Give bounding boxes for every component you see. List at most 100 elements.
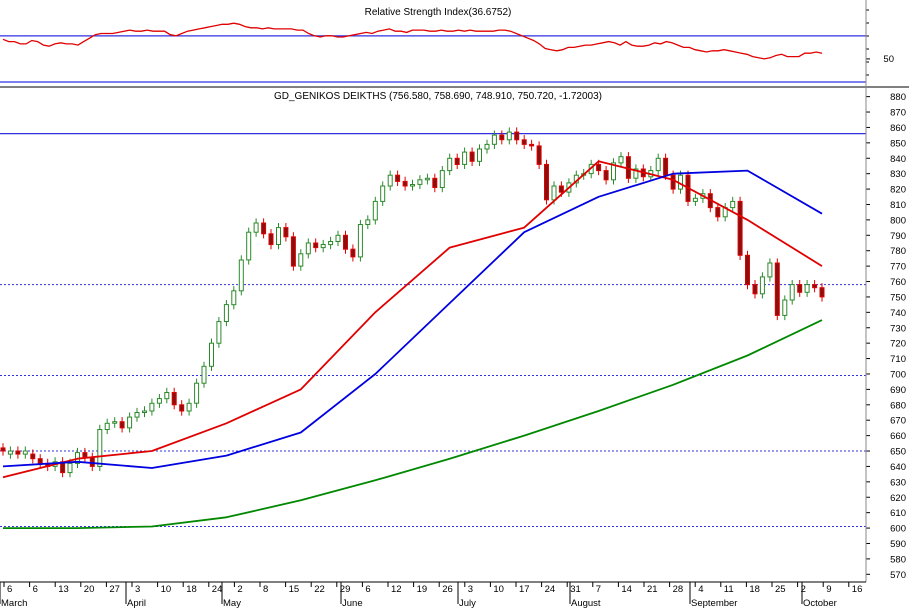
month-label: October xyxy=(803,598,837,609)
candle-body xyxy=(365,219,371,225)
price-tick-label: 670 xyxy=(890,416,906,427)
moving-average-line xyxy=(2,169,823,469)
candle-body xyxy=(819,287,825,298)
price-tick-label: 750 xyxy=(890,292,906,303)
candle-body xyxy=(223,304,229,323)
x-tick-label: 21 xyxy=(647,584,658,595)
candle-body xyxy=(462,151,468,165)
x-tick-label: 7 xyxy=(596,584,601,595)
price-tick-label: 630 xyxy=(890,477,906,488)
price-tick-label: 790 xyxy=(890,231,906,242)
candle-body xyxy=(253,222,259,233)
price-tick-label: 830 xyxy=(890,169,906,180)
x-tick-label: 29 xyxy=(340,584,351,595)
x-tick-label: 14 xyxy=(621,584,632,595)
candle-body xyxy=(499,134,505,141)
candle-body xyxy=(663,157,669,176)
candle-body xyxy=(194,382,200,404)
price-panel: GD_GENIKOS DEIKTHS (756.580, 758.690, 74… xyxy=(0,91,906,609)
price-tick-label: 860 xyxy=(890,123,906,134)
candle-body xyxy=(164,392,170,400)
candle-body xyxy=(797,284,803,293)
moving-average-line xyxy=(2,160,823,479)
x-tick-label: 8 xyxy=(263,584,268,595)
x-tick-label: 3 xyxy=(468,584,473,595)
price-tick-label: 870 xyxy=(890,108,906,119)
month-label: September xyxy=(691,598,737,609)
moving-average-lines xyxy=(2,160,823,529)
candle-body xyxy=(246,231,252,261)
candle-body xyxy=(179,404,185,412)
candle-body xyxy=(618,156,624,164)
candle-body xyxy=(171,392,177,406)
candle-body xyxy=(134,412,140,418)
price-reference-lines xyxy=(0,133,866,528)
candle-body xyxy=(142,410,147,413)
price-tick-label: 730 xyxy=(890,323,906,334)
candle-body xyxy=(298,253,304,267)
candle-body xyxy=(812,284,818,289)
x-tick-label: 6 xyxy=(7,584,12,595)
moving-average-line xyxy=(3,319,823,529)
candle-body xyxy=(759,276,765,295)
price-tick-label: 880 xyxy=(890,92,906,103)
price-title: GD_GENIKOS DEIKTHS (756.580, 758.690, 74… xyxy=(274,91,602,102)
candle-body xyxy=(521,139,527,145)
candle-body xyxy=(313,242,319,249)
candle-body xyxy=(268,233,274,246)
month-label: June xyxy=(342,598,363,609)
candle-body xyxy=(558,185,564,193)
candle-body xyxy=(82,452,88,458)
candle-body xyxy=(89,456,95,467)
candle-body xyxy=(320,244,326,249)
candle-body xyxy=(551,185,557,201)
price-tick-label: 700 xyxy=(890,369,906,380)
price-tick-label: 620 xyxy=(890,493,906,504)
candle-body xyxy=(231,290,237,306)
x-tick-label: 18 xyxy=(749,584,760,595)
x-tick-label: 24 xyxy=(545,584,556,595)
x-tick-label: 26 xyxy=(442,584,453,595)
price-tick-label: 850 xyxy=(890,138,906,149)
candle-body xyxy=(506,131,512,141)
price-x-ticks: 6 6 13 20 27 3 10 18 24 2 8 15 22 29 6 12 19 26 3 10 17 24 31 7… xyxy=(0,582,862,609)
x-tick-label: 2 xyxy=(801,584,806,595)
x-tick-label: 11 xyxy=(724,584,734,595)
price-tick-label: 570 xyxy=(890,570,906,581)
month-label: March xyxy=(1,598,27,609)
candle-body xyxy=(209,342,214,367)
candle-body xyxy=(596,163,602,172)
candle-body xyxy=(156,398,162,404)
price-tick-label: 710 xyxy=(890,354,906,365)
price-tick-label: 640 xyxy=(890,462,906,473)
price-tick-label: 590 xyxy=(890,539,906,550)
candle-body xyxy=(283,227,289,238)
x-tick-label: 17 xyxy=(519,584,530,595)
candle-body xyxy=(328,241,334,246)
price-tick-label: 820 xyxy=(890,185,906,196)
candle-body xyxy=(730,200,736,209)
price-tick-label: 650 xyxy=(890,447,906,458)
price-tick-label: 690 xyxy=(890,385,906,396)
candle-body xyxy=(149,402,155,412)
candle-body xyxy=(395,174,401,182)
candle-body xyxy=(432,177,438,189)
candle-body xyxy=(544,163,549,201)
x-tick-label: 15 xyxy=(289,584,300,595)
candle-body xyxy=(238,259,244,292)
price-tick-label: 810 xyxy=(890,200,906,211)
price-tick-label: 800 xyxy=(890,215,906,226)
candle-body xyxy=(670,174,676,190)
candle-body xyxy=(37,458,43,464)
candle-body xyxy=(603,170,609,181)
candle-body xyxy=(0,447,6,452)
candle-body xyxy=(633,168,639,179)
candle-body xyxy=(692,197,698,202)
price-candles xyxy=(0,127,825,478)
candle-body xyxy=(737,200,743,256)
price-tick-label: 780 xyxy=(890,246,906,257)
x-tick-label: 19 xyxy=(417,584,428,595)
x-tick-label: 2 xyxy=(237,584,242,595)
candle-body xyxy=(119,421,125,429)
